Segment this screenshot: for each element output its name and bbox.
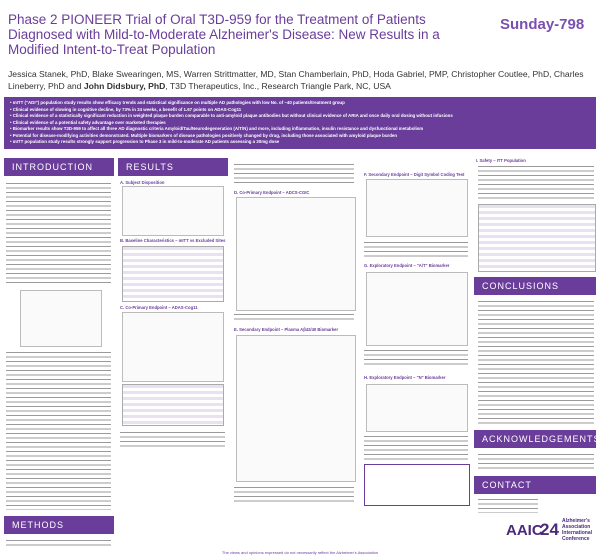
text-block (6, 181, 111, 286)
section-header: RESULTS (118, 158, 228, 176)
footer: The views and opinions expressed do not … (221, 550, 379, 555)
logo-year: 24 (540, 520, 559, 539)
logo-line: International (562, 530, 593, 536)
session: Sunday-798 (500, 16, 585, 33)
table (478, 204, 596, 272)
section-header: METHODS (4, 516, 114, 534)
highlight: • mITT ("ADI") population study results … (10, 100, 345, 105)
figure (236, 197, 356, 311)
authors: Jessica Stanek, PhD, Blake Swearingen, M… (8, 68, 593, 92)
highlight: • Clinical evidence of slowing in cognit… (10, 106, 242, 112)
figure (236, 335, 356, 482)
note-box (364, 464, 470, 506)
highlight: • Potential for disease-modifying activi… (10, 132, 398, 138)
text-block (364, 348, 468, 368)
highlight: • Biomarker results show T3D-959 to affe… (10, 126, 424, 131)
figure (366, 179, 468, 237)
section-header: ACKNOWLEDGEMENTS (474, 430, 600, 448)
section-header: CONCLUSIONS (474, 277, 596, 295)
figure (122, 312, 224, 382)
figure (366, 272, 468, 346)
figure-caption: G. Exploratory Endpoint – "A/T" Biomarke… (364, 263, 450, 268)
table (122, 384, 224, 426)
text-block (364, 434, 468, 460)
figure-caption: B. Baseline Characteristics – mITT vs Ex… (120, 238, 226, 243)
figure-caption: I. Safety – ITT Population (476, 158, 526, 163)
text-block (478, 452, 594, 472)
table (122, 246, 224, 302)
logo-line: Alzheimer's (562, 518, 590, 524)
text-block (478, 497, 538, 513)
presenter: John Didsbury, PhD (83, 81, 166, 91)
figure-caption: E. Secondary Endpoint – Plasma Aβ42/40 B… (234, 327, 339, 332)
figure-caption: C. Co-Primary Endpoint – ADAS-Cog11 (120, 305, 198, 310)
text-block (120, 430, 225, 450)
highlight: • Clinical evidence of a statistically s… (10, 113, 453, 118)
affiliation: , T3D Therapeutics, Inc., Research Trian… (165, 81, 391, 91)
text-block (6, 538, 111, 548)
logo-text: Alzheimer's Association International Confe… (562, 518, 592, 542)
section-header: CONTACT (474, 476, 596, 494)
title: Phase 2 PIONEER Trial of Oral T3D-959 fo… (8, 12, 440, 57)
figure-caption: D. Co-Primary Endpoint – ADCS-CGIC (234, 190, 310, 195)
figure (20, 290, 102, 347)
section-header: INTRODUCTION (4, 158, 114, 176)
figure (122, 186, 224, 236)
author-list: Jessica Stanek, PhD, Blake Swearingen, M… (8, 69, 584, 91)
text-block (234, 162, 354, 186)
highlight: • Clinical evidence of a potential safet… (10, 119, 166, 125)
logo-line: Association (562, 524, 591, 530)
logo: AAIC 24 Alzheimer's Association Internatio… (506, 516, 596, 546)
text-block (364, 240, 468, 258)
figure-caption: F. Secondary Endpoint – Digit Symbol Cod… (364, 172, 465, 177)
figure-caption: H. Exploratory Endpoint – "N" Biomarker (364, 375, 446, 380)
figure (366, 384, 468, 432)
text-block (234, 485, 354, 505)
logo-line: Conference (562, 536, 590, 542)
logo-name: AAIC (506, 522, 543, 539)
text-block (234, 312, 354, 322)
highlights: • mITT ("ADI") population study results … (4, 97, 596, 149)
text-block (478, 299, 594, 425)
figure-caption: A. Subject Disposition (120, 180, 165, 185)
text-block (478, 164, 594, 200)
highlight: • mITT population study results strongly… (10, 139, 280, 144)
text-block (6, 350, 111, 510)
